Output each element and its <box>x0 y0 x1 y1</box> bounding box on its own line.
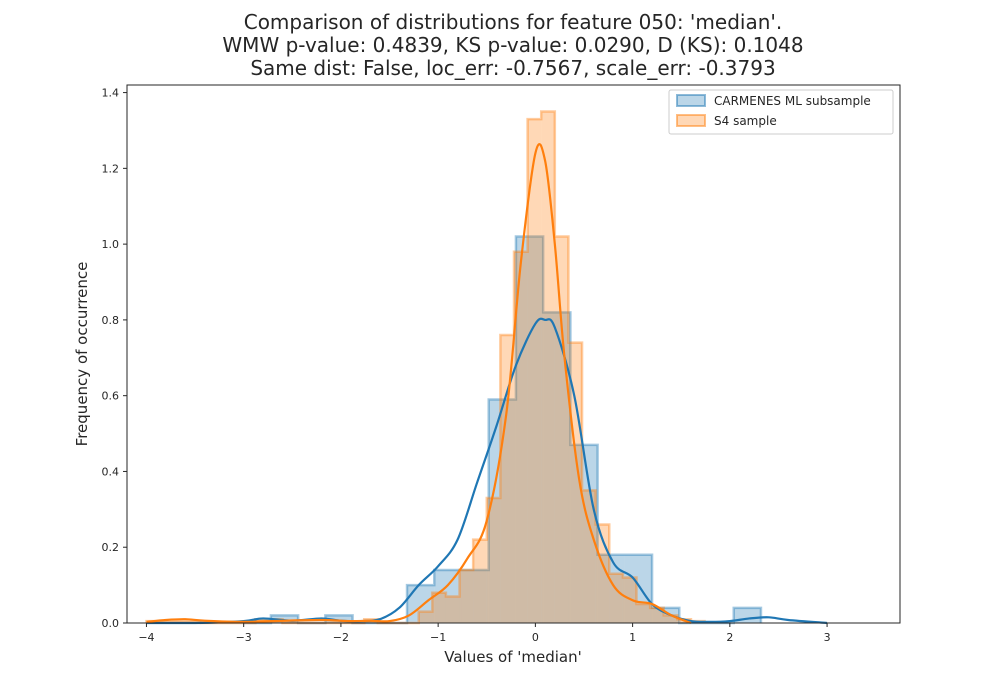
s4-hist-bar <box>554 236 569 623</box>
carmenes-hist-bar <box>325 615 353 623</box>
x-tick-label: −1 <box>430 631 446 644</box>
s4-kde-line <box>146 143 692 625</box>
carmenes-hist-bar <box>570 444 598 623</box>
x-tick-label: −4 <box>138 631 154 644</box>
carmenes-hist-bar <box>434 569 462 623</box>
legend-box <box>668 89 894 135</box>
x-tick-label: 2 <box>726 631 733 644</box>
x-tick-label: 3 <box>824 631 831 644</box>
x-axis-ticks: −4 −3 −2 −1 0 1 2 3 <box>138 623 831 644</box>
y-tick-label: 0.8 <box>102 314 120 327</box>
carmenes-hist-bar <box>407 585 435 623</box>
axes-frame <box>126 84 901 624</box>
legend-swatch-carmenes <box>676 94 706 107</box>
y-tick-label: 0.6 <box>102 390 120 403</box>
s4-hist-bar <box>663 615 678 623</box>
x-tick-label: 1 <box>629 631 636 644</box>
s4-hist-outline <box>145 110 706 625</box>
s4-hist-bar <box>582 490 596 623</box>
x-tick-label: −2 <box>333 631 349 644</box>
y-tick-label: 0.4 <box>102 465 120 478</box>
y-tick-label: 0.2 <box>102 541 120 554</box>
kde-layer <box>146 143 828 625</box>
y-tick-label: 1.2 <box>102 162 120 175</box>
carmenes-kde-line <box>146 317 828 625</box>
chart-title: Comparison of distributions for feature … <box>222 10 803 80</box>
y-tick-label: 0.0 <box>102 617 120 630</box>
carmenes-hist-bar <box>461 569 489 623</box>
legend: CARMENES ML subsample S4 sample <box>668 89 894 135</box>
y-tick-label: 1.0 <box>102 238 120 251</box>
s4-hist-bar <box>568 342 583 623</box>
s4-hist-bar <box>445 596 460 623</box>
title-line-1: Comparison of distributions for feature … <box>244 10 783 34</box>
x-tick-label: 0 <box>532 631 539 644</box>
title-line-3: Same dist: False, loc_err: -0.7567, scal… <box>250 56 775 80</box>
legend-label-s4: S4 sample <box>714 114 777 128</box>
legend-swatch-s4 <box>676 114 706 127</box>
s4-hist-bar <box>473 539 487 623</box>
s4-hist-bar <box>459 569 474 623</box>
carmenes-hist-bar <box>515 236 544 623</box>
plot-area <box>126 84 901 625</box>
s4-hist-bar <box>527 119 542 623</box>
y-axis-label: Frequency of occurrence <box>73 262 91 447</box>
s4-hist-bar <box>486 497 501 623</box>
y-axis-ticks: 0.0 0.2 0.4 0.6 0.8 1.0 1.2 1.4 <box>102 87 127 630</box>
title-line-2: WMW p-value: 0.4839, KS p-value: 0.0290,… <box>222 33 803 57</box>
s4-hist-bar <box>541 111 555 624</box>
legend-label-carmenes: CARMENES ML subsample <box>714 94 871 108</box>
s4-hist-bar <box>418 611 433 623</box>
x-tick-label: −3 <box>236 631 252 644</box>
s4-hist-bar <box>636 604 651 623</box>
s4-hist-bar <box>500 335 514 623</box>
carmenes-hist-bar <box>624 554 653 623</box>
x-axis-label: Values of 'median' <box>444 648 581 666</box>
s4-hist-bar <box>650 607 664 623</box>
s4-hist-bar <box>622 577 637 623</box>
carmenes-hist-bar <box>652 607 680 623</box>
carmenes-hist-bar <box>597 554 625 623</box>
y-tick-label: 1.4 <box>102 87 120 100</box>
s4-hist-bar <box>432 592 446 623</box>
